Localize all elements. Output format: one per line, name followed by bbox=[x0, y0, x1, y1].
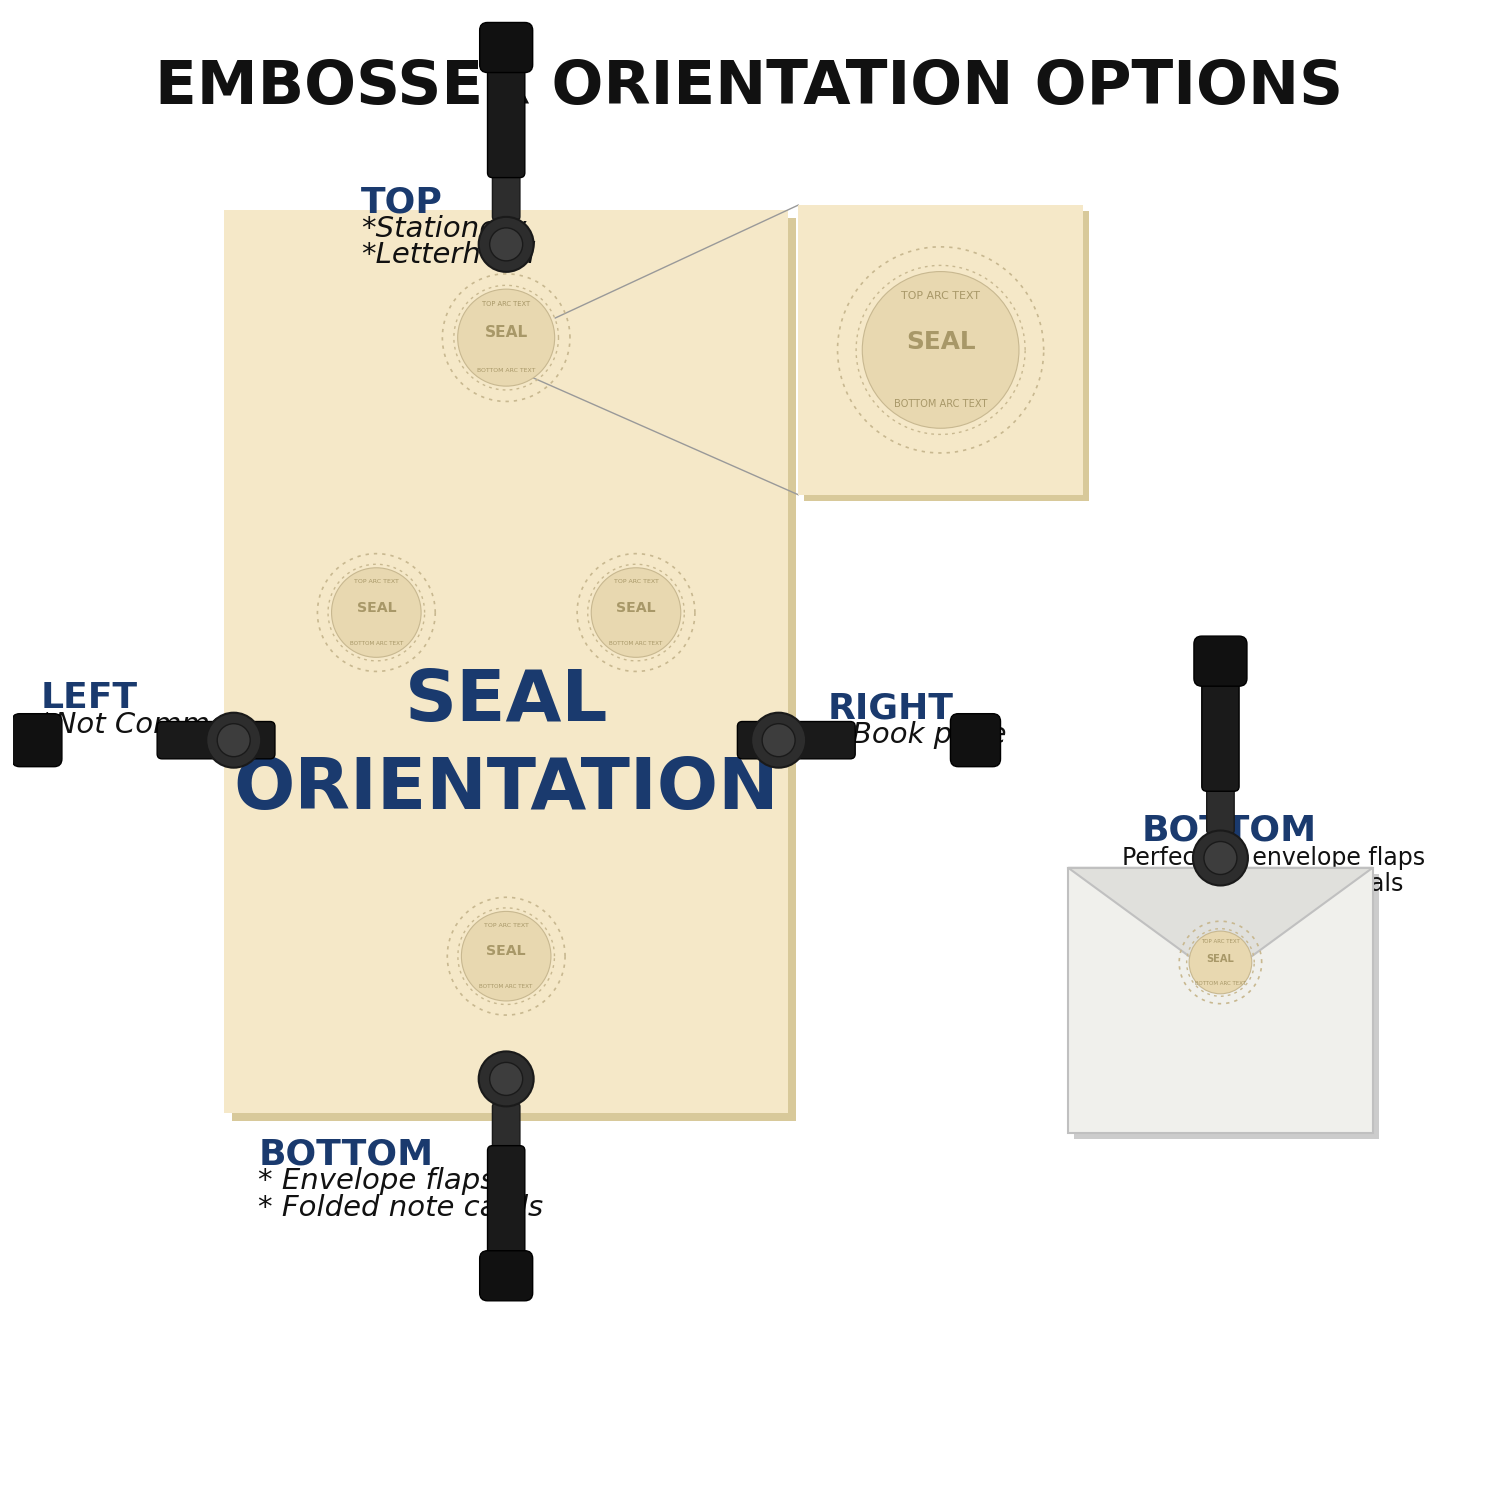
FancyBboxPatch shape bbox=[158, 722, 274, 759]
Circle shape bbox=[1204, 842, 1237, 874]
FancyBboxPatch shape bbox=[492, 170, 520, 220]
FancyBboxPatch shape bbox=[488, 60, 525, 177]
Text: *Not Common: *Not Common bbox=[40, 711, 246, 738]
Text: RIGHT: RIGHT bbox=[828, 692, 954, 724]
Bar bbox=[224, 210, 789, 1113]
Circle shape bbox=[489, 1062, 522, 1095]
FancyBboxPatch shape bbox=[480, 22, 532, 72]
Circle shape bbox=[489, 228, 522, 261]
Text: * Folded note cards: * Folded note cards bbox=[258, 1194, 543, 1222]
Text: TOP ARC TEXT: TOP ARC TEXT bbox=[1202, 939, 1240, 944]
Circle shape bbox=[1190, 932, 1252, 994]
FancyBboxPatch shape bbox=[1202, 674, 1239, 790]
Text: BOTTOM: BOTTOM bbox=[1142, 815, 1317, 848]
Text: * Envelope flaps: * Envelope flaps bbox=[258, 1167, 495, 1196]
Circle shape bbox=[591, 568, 681, 657]
Text: SEAL: SEAL bbox=[486, 945, 526, 958]
Bar bbox=[1074, 873, 1378, 1138]
Text: TOP ARC TEXT: TOP ARC TEXT bbox=[614, 579, 658, 585]
Bar bbox=[804, 211, 1089, 501]
Text: SEAL: SEAL bbox=[906, 330, 975, 354]
Circle shape bbox=[478, 1052, 534, 1107]
Text: BOTTOM ARC TEXT: BOTTOM ARC TEXT bbox=[477, 369, 536, 374]
Circle shape bbox=[332, 568, 422, 657]
Text: TOP ARC TEXT: TOP ARC TEXT bbox=[354, 579, 399, 585]
Circle shape bbox=[762, 723, 795, 756]
Bar bbox=[798, 206, 1083, 495]
FancyBboxPatch shape bbox=[1206, 783, 1234, 834]
Text: or bottom of page seals: or bottom of page seals bbox=[1122, 871, 1404, 895]
Text: BOTTOM ARC TEXT: BOTTOM ARC TEXT bbox=[480, 984, 532, 990]
Text: *Letterhead: *Letterhead bbox=[362, 242, 536, 270]
Text: BOTTOM ARC TEXT: BOTTOM ARC TEXT bbox=[894, 399, 987, 408]
Text: * Book page: * Book page bbox=[828, 720, 1007, 748]
Text: EMBOSSER ORIENTATION OPTIONS: EMBOSSER ORIENTATION OPTIONS bbox=[154, 58, 1342, 117]
Circle shape bbox=[862, 272, 1018, 429]
Text: BOTTOM: BOTTOM bbox=[258, 1138, 434, 1172]
Text: BOTTOM ARC TEXT: BOTTOM ARC TEXT bbox=[350, 640, 404, 645]
Text: TOP ARC TEXT: TOP ARC TEXT bbox=[482, 302, 530, 307]
Bar bbox=[232, 217, 796, 1120]
Text: LEFT: LEFT bbox=[40, 681, 138, 716]
FancyBboxPatch shape bbox=[492, 1104, 520, 1154]
Text: SEAL: SEAL bbox=[616, 602, 656, 615]
Bar bbox=[1068, 868, 1372, 1132]
Text: TOP: TOP bbox=[362, 186, 442, 219]
Text: *Stationery: *Stationery bbox=[362, 214, 526, 243]
Circle shape bbox=[1192, 831, 1248, 885]
FancyBboxPatch shape bbox=[738, 722, 855, 759]
Text: BOTTOM ARC TEXT: BOTTOM ARC TEXT bbox=[609, 640, 663, 645]
FancyBboxPatch shape bbox=[204, 726, 254, 754]
Circle shape bbox=[217, 723, 250, 756]
Text: SEAL: SEAL bbox=[1206, 954, 1234, 964]
FancyBboxPatch shape bbox=[759, 726, 808, 754]
Polygon shape bbox=[1068, 868, 1372, 980]
FancyBboxPatch shape bbox=[951, 714, 1000, 766]
Text: TOP ARC TEXT: TOP ARC TEXT bbox=[902, 291, 980, 302]
Text: SEAL: SEAL bbox=[357, 602, 396, 615]
FancyBboxPatch shape bbox=[12, 714, 62, 766]
Circle shape bbox=[206, 712, 261, 768]
FancyBboxPatch shape bbox=[488, 1146, 525, 1263]
Circle shape bbox=[462, 912, 550, 1001]
Text: Perfect for envelope flaps: Perfect for envelope flaps bbox=[1122, 846, 1425, 870]
Text: SEAL: SEAL bbox=[484, 326, 528, 340]
Circle shape bbox=[478, 217, 534, 272]
Circle shape bbox=[752, 712, 806, 768]
FancyBboxPatch shape bbox=[480, 1251, 532, 1300]
Circle shape bbox=[458, 290, 555, 386]
FancyBboxPatch shape bbox=[1194, 636, 1246, 686]
Text: TOP ARC TEXT: TOP ARC TEXT bbox=[483, 922, 528, 928]
Text: BOTTOM ARC TEXT: BOTTOM ARC TEXT bbox=[1196, 981, 1246, 987]
Text: SEAL
ORIENTATION: SEAL ORIENTATION bbox=[234, 666, 778, 824]
